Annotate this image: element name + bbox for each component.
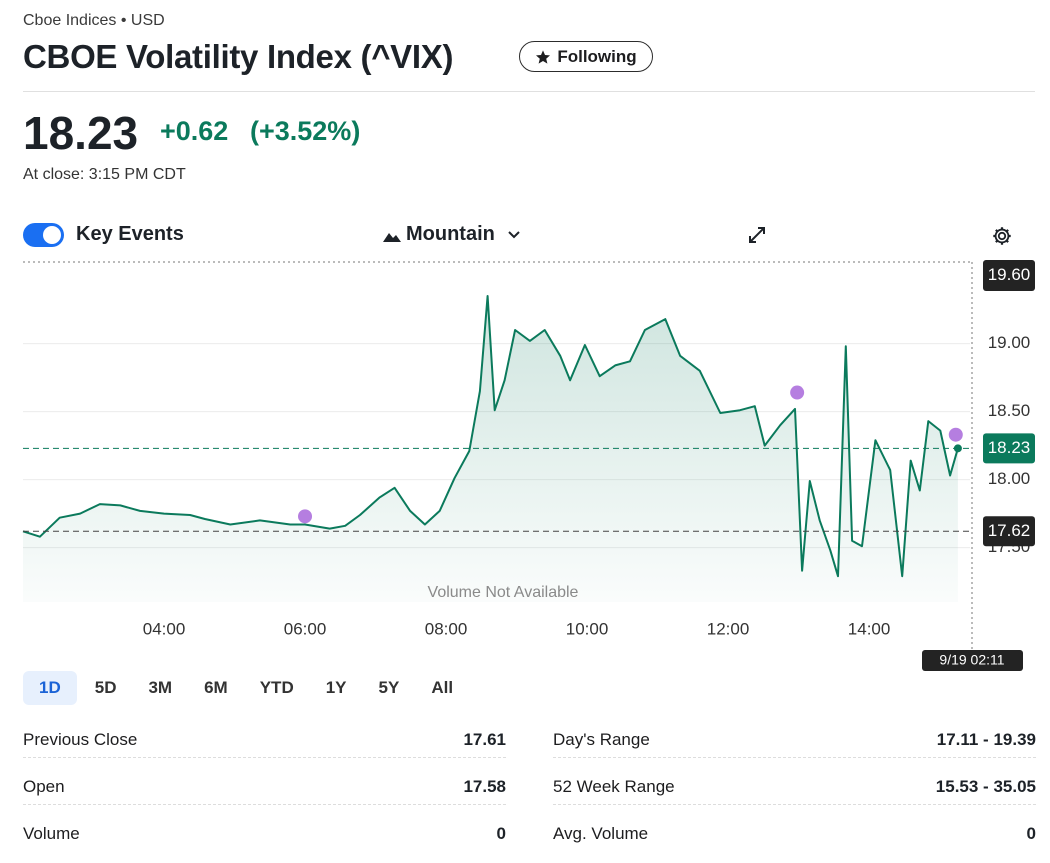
- stat-row: Previous Close 17.61: [23, 723, 506, 758]
- key-event: [298, 509, 313, 524]
- stat-value: 0: [1026, 824, 1036, 843]
- stat-label: Open: [23, 777, 65, 796]
- stat-row: 52 Week Range 15.53 - 35.05: [553, 770, 1036, 805]
- stats-left: Previous Close 17.61 Open 17.58 Volume 0: [23, 723, 506, 863]
- key-events-toggle[interactable]: [23, 223, 64, 247]
- stat-value: 17.61: [463, 730, 506, 749]
- key-events-label: Key Events: [76, 223, 184, 245]
- follow-button[interactable]: Following: [519, 41, 653, 72]
- crosshair-y-badge: [983, 260, 1035, 291]
- change: +0.62: [160, 116, 229, 146]
- range-tab[interactable]: 3M: [148, 678, 173, 697]
- x-tick-label: 08:00: [425, 619, 468, 638]
- range-tab[interactable]: 1Y: [325, 678, 347, 697]
- x-tick-label: 06:00: [284, 619, 327, 638]
- change-percent: (+3.52%): [250, 116, 361, 146]
- range-tab[interactable]: 6M: [204, 678, 228, 697]
- stat-row: Day's Range 17.11 - 19.39: [553, 723, 1036, 758]
- crosshair-x-badge: [922, 650, 1023, 671]
- previous-close-badge-label: 17.62: [988, 521, 1031, 540]
- stat-label: Previous Close: [23, 730, 138, 749]
- mountain-icon: [383, 233, 401, 242]
- title: CBOE Volatility Index (^VIX): [23, 38, 454, 75]
- key-event: [948, 427, 963, 442]
- stats-right: Day's Range 17.11 - 19.39 52 Week Range 15…: [553, 723, 1036, 863]
- stat-value: 17.58: [463, 777, 506, 796]
- y-tick-label: 18.50: [988, 401, 1031, 420]
- stat-label: 52 Week Range: [553, 777, 675, 796]
- current-price-badge-label: 18.23: [988, 438, 1031, 457]
- range-tab[interactable]: All: [431, 678, 454, 697]
- stat-value: 0: [496, 824, 506, 843]
- current-price-badge: [983, 433, 1035, 464]
- range-tab[interactable]: 5Y: [378, 678, 400, 697]
- key-event: [790, 385, 805, 400]
- divider: [23, 91, 1035, 92]
- chevron: [508, 231, 520, 239]
- area-fill: [23, 296, 958, 602]
- stat-row: Avg. Volume 0: [553, 817, 1036, 851]
- stat-value: 17.11 - 19.39: [936, 730, 1036, 749]
- range-tabs: 1D 5D 3M 6M YTD 1Y 5Y All: [23, 671, 469, 705]
- annotation: Volume Not Available: [428, 584, 579, 601]
- y-tick-label: 19.00: [988, 333, 1031, 352]
- range-tab[interactable]: 5D: [94, 678, 117, 697]
- x-tick-label: 14:00: [848, 619, 891, 638]
- subtitle: Cboe Indices • USD: [23, 12, 165, 29]
- previous-close-badge: [983, 516, 1035, 547]
- expand-icon[interactable]: [747, 225, 767, 245]
- close-time: At close: 3:15 PM CDT: [23, 166, 186, 183]
- stat-label: Avg. Volume: [553, 824, 649, 843]
- stat-row: Volume 0: [23, 817, 506, 851]
- stat-row: Open 17.58: [23, 770, 506, 805]
- price: 18.23: [23, 107, 139, 159]
- stat-label: Day's Range: [553, 730, 650, 749]
- crosshair-y-label: 19.60: [988, 265, 1031, 284]
- range-tab[interactable]: 1D: [23, 671, 77, 705]
- star-icon: [536, 49, 551, 64]
- chart-type[interactable]: Mountain: [406, 223, 495, 245]
- follow-label: Following: [557, 46, 637, 66]
- x-tick-label: 10:00: [566, 619, 609, 638]
- range-tab[interactable]: YTD: [259, 678, 294, 697]
- x-tick-label: 04:00: [143, 619, 186, 638]
- crosshair-x-label: 9/19 02:11: [939, 652, 1004, 668]
- settings-icon[interactable]: [991, 225, 1013, 247]
- x-tick-label: 12:00: [707, 619, 750, 638]
- stat-value: 15.53 - 35.05: [935, 777, 1036, 796]
- y-tick-label: 18.00: [988, 469, 1031, 488]
- stat-label: Volume: [23, 824, 80, 843]
- price-line: [22, 295, 959, 578]
